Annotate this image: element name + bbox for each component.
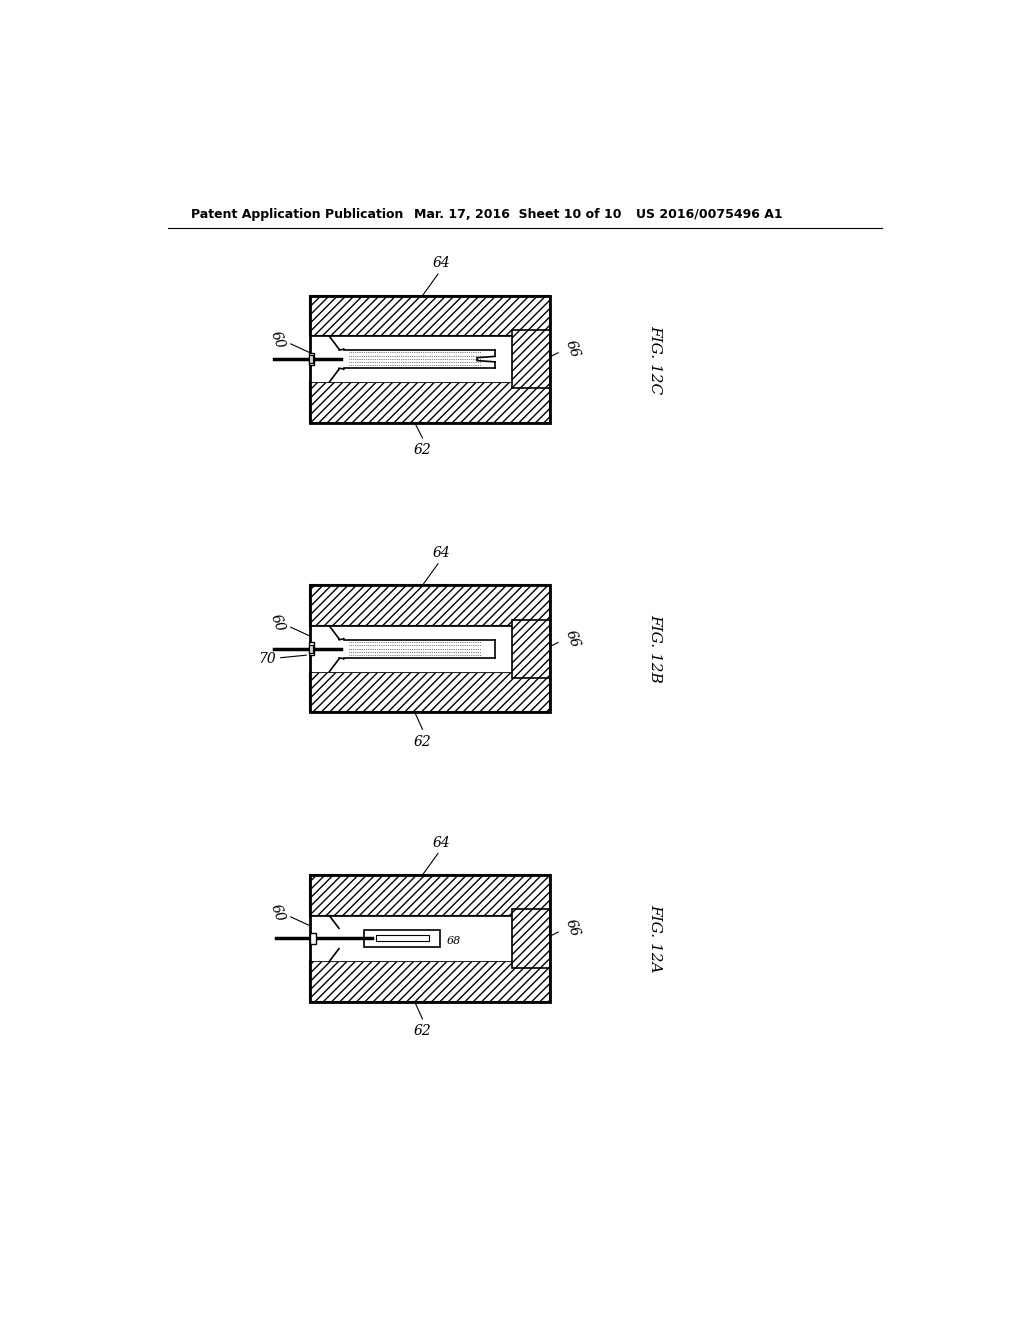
Text: 66: 66 bbox=[562, 917, 582, 939]
Bar bbox=[365, 929, 440, 948]
Text: 62: 62 bbox=[414, 735, 431, 748]
Bar bbox=[310, 626, 512, 672]
Text: 68: 68 bbox=[446, 936, 461, 946]
Bar bbox=[310, 337, 512, 381]
Bar bbox=[309, 643, 313, 655]
Bar bbox=[309, 645, 312, 652]
Text: 60: 60 bbox=[268, 330, 287, 351]
Text: 66: 66 bbox=[562, 628, 582, 649]
Bar bbox=[309, 352, 313, 366]
Bar bbox=[310, 875, 550, 916]
Bar bbox=[512, 909, 550, 968]
Text: FIG. 12C: FIG. 12C bbox=[648, 325, 662, 393]
Bar bbox=[310, 933, 316, 944]
Bar bbox=[309, 355, 312, 363]
Bar bbox=[310, 916, 512, 961]
Bar bbox=[310, 672, 550, 713]
Bar bbox=[310, 585, 550, 626]
Text: FIG. 12B: FIG. 12B bbox=[648, 614, 662, 684]
Text: 66: 66 bbox=[562, 338, 582, 360]
Bar bbox=[376, 936, 428, 941]
Text: Patent Application Publication: Patent Application Publication bbox=[191, 207, 403, 220]
Bar bbox=[310, 961, 550, 1002]
Text: US 2016/0075496 A1: US 2016/0075496 A1 bbox=[636, 207, 782, 220]
Text: 60: 60 bbox=[268, 903, 287, 924]
Text: 62: 62 bbox=[414, 442, 431, 457]
Bar bbox=[310, 381, 550, 422]
Text: FIG. 12A: FIG. 12A bbox=[648, 904, 662, 973]
Text: 60: 60 bbox=[268, 612, 287, 634]
Text: 64: 64 bbox=[433, 256, 451, 271]
Text: Mar. 17, 2016  Sheet 10 of 10: Mar. 17, 2016 Sheet 10 of 10 bbox=[414, 207, 622, 220]
Text: 64: 64 bbox=[433, 546, 451, 560]
Text: 70: 70 bbox=[259, 652, 276, 667]
Bar bbox=[310, 296, 550, 337]
Bar bbox=[310, 296, 550, 422]
Bar bbox=[310, 585, 550, 713]
Text: 64: 64 bbox=[433, 836, 451, 850]
Bar bbox=[310, 875, 550, 1002]
Bar bbox=[512, 619, 550, 678]
Bar bbox=[512, 330, 550, 388]
Text: 62: 62 bbox=[414, 1024, 431, 1039]
